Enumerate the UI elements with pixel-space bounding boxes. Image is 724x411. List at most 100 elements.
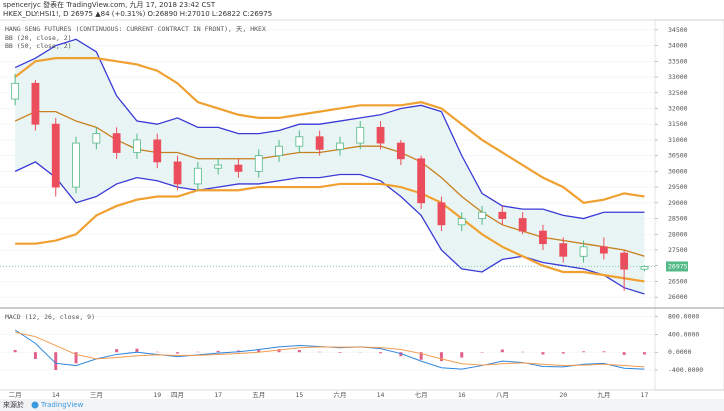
- histogram-bar: [13, 350, 17, 353]
- x-tick-label: 14: [52, 391, 60, 399]
- x-tick-label: 20: [559, 391, 567, 399]
- candle-body: [51, 123, 60, 188]
- x-tick-label: 15: [295, 391, 303, 399]
- histogram-bar: [74, 352, 78, 364]
- candle-body: [396, 142, 405, 160]
- histogram-bar: [54, 352, 58, 370]
- band-lower: [14, 161, 645, 295]
- candle-body: [133, 139, 141, 153]
- candle-body: [214, 164, 223, 169]
- y-tick-label: 31000: [668, 136, 688, 144]
- x-tick-label: 六月: [333, 390, 346, 399]
- band-upper: [14, 57, 645, 204]
- candle-body: [640, 266, 649, 270]
- candle-body: [254, 155, 263, 172]
- footer-source: 來源於: [3, 400, 24, 409]
- candle-body: [31, 82, 40, 125]
- x-tick-label: 七月: [415, 390, 428, 399]
- candle-body: [437, 202, 446, 226]
- y-tick-label: 31500: [668, 120, 688, 128]
- x-tick-label: 16: [458, 391, 466, 399]
- candle-body: [498, 211, 507, 219]
- y-tick-label: 28500: [668, 215, 688, 223]
- candle-body: [92, 133, 101, 144]
- candle-body: [193, 167, 202, 185]
- y-tick-label: 30500: [668, 152, 688, 160]
- y-tick-label: 33000: [668, 73, 688, 81]
- candle-body: [153, 139, 162, 163]
- candle-body: [295, 136, 304, 147]
- x-tick-label: 五月: [252, 391, 265, 399]
- histogram-bar: [602, 351, 606, 353]
- candle-body: [356, 126, 365, 144]
- histogram-bar: [216, 350, 220, 353]
- histogram-bar: [297, 350, 301, 353]
- y-tick-label: 34500: [668, 26, 688, 34]
- band-upper: [14, 38, 645, 220]
- y-tick-label: 28000: [668, 230, 688, 238]
- price-axis: [654, 19, 724, 391]
- x-tick-label: 17: [641, 391, 649, 399]
- histogram-bar: [399, 352, 403, 357]
- candle-body: [11, 82, 20, 100]
- x-tick-label: 八月: [496, 391, 509, 399]
- y-tick-label: 400.0000: [668, 330, 699, 338]
- candle-body: [112, 133, 121, 153]
- x-tick-label: 17: [214, 391, 222, 399]
- candle-body: [599, 246, 608, 254]
- y-tick-label: 30000: [668, 167, 688, 175]
- histogram-bar: [257, 349, 261, 353]
- candle-body: [315, 136, 324, 150]
- histogram-bar: [379, 352, 383, 354]
- histogram-bar: [277, 349, 281, 353]
- candle-body: [559, 243, 568, 257]
- y-tick-label: 29500: [668, 183, 688, 191]
- histogram-bar: [460, 352, 464, 358]
- candle-body: [275, 145, 283, 157]
- y-tick-label: 26500: [668, 277, 688, 285]
- y-tick-label: -400.0000: [668, 366, 703, 374]
- y-tick-label: 27500: [668, 246, 688, 254]
- candle-body: [579, 246, 588, 257]
- histogram-bar: [500, 349, 504, 353]
- x-tick-label: 九月: [597, 390, 610, 399]
- x-tick-label: 二月: [9, 391, 22, 399]
- indicator-legend: BB (20, close, 2): [5, 34, 72, 42]
- y-tick-label: 32000: [668, 104, 688, 112]
- candle-body: [376, 126, 385, 144]
- candle-body: [72, 142, 80, 188]
- candle-body: [518, 218, 527, 232]
- histogram-bar: [135, 348, 139, 353]
- y-tick-label: 34000: [668, 42, 688, 50]
- footer-brand: TradingView: [40, 401, 84, 409]
- y-tick-label: 33500: [668, 57, 688, 65]
- x-tick-label: 三月: [90, 391, 103, 399]
- histogram-bar: [582, 351, 586, 353]
- indicator-legend: BB (50, close, 2): [5, 42, 72, 50]
- candle-body: [336, 142, 344, 150]
- histogram-bar: [622, 352, 626, 355]
- band-lower: [15, 182, 645, 283]
- histogram-bar: [642, 352, 646, 355]
- x-tick-label: 四月: [171, 391, 184, 399]
- candle-body: [173, 161, 182, 185]
- y-tick-label: 29000: [668, 199, 688, 207]
- candle-body: [457, 218, 466, 226]
- candle-body: [478, 211, 486, 219]
- histogram-bar: [33, 352, 37, 359]
- histogram-bar: [419, 352, 423, 360]
- y-tick-label: 32500: [668, 89, 688, 97]
- x-tick-label: 19: [153, 391, 161, 399]
- y-tick-label: 800.0000: [668, 313, 699, 321]
- histogram-bar: [541, 352, 545, 355]
- histogram-bar: [115, 349, 119, 353]
- candle-body: [539, 230, 547, 245]
- histogram-bar: [561, 352, 565, 354]
- candle-body: [620, 252, 629, 270]
- x-tick-label: 14: [377, 391, 385, 399]
- candle-body: [417, 158, 426, 204]
- header-line1: spencerjyc 發表在 TradingView.com, 九月 17, 2…: [3, 0, 216, 9]
- brand-logo: [31, 401, 39, 409]
